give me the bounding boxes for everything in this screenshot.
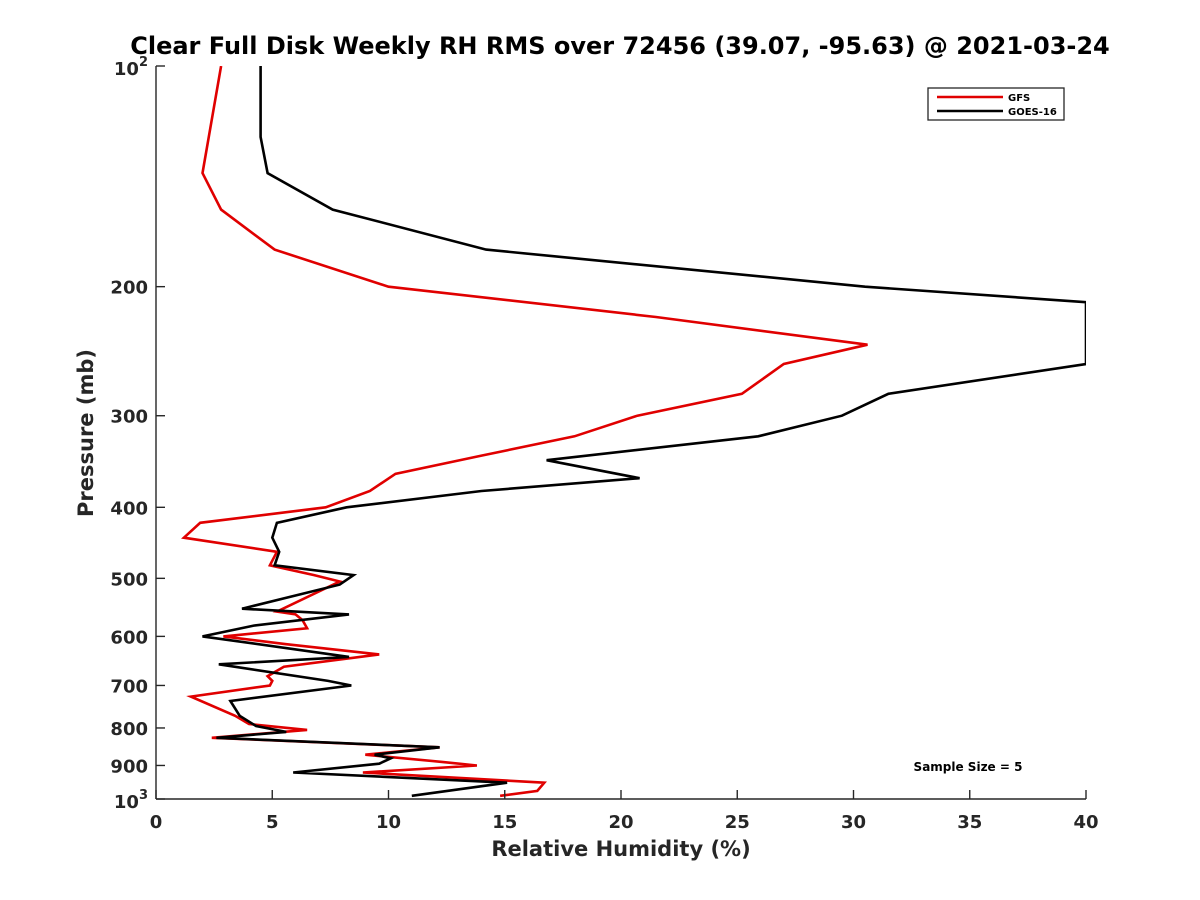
y-tick-label: 600	[110, 627, 148, 648]
y-tick-label: 700	[110, 676, 148, 697]
x-tick-label: 40	[1073, 812, 1098, 833]
x-tick-label: 30	[841, 812, 866, 833]
sample-size-annotation: Sample Size = 5	[914, 760, 1023, 774]
x-tick-label: 15	[492, 812, 517, 833]
y-tick-label: 102	[114, 55, 148, 80]
y-tick-label: 200	[110, 278, 148, 299]
x-tick-label: 25	[725, 812, 750, 833]
ticks-layer: 0 5 10 15 20 25 30 35 40 102 200 300 400 500 600 700 800…	[110, 55, 1098, 833]
legend: GFS GOES-16	[927, 87, 1065, 121]
y-tick-label: 500	[110, 569, 148, 590]
x-tick-label: 0	[150, 812, 163, 833]
y-tick-label: 800	[110, 719, 148, 740]
legend-label-gfs: GFS	[1008, 93, 1030, 104]
series-layer	[181, 66, 1086, 798]
y-tick-label: 103	[114, 788, 148, 813]
x-axis-label: Relative Humidity (%)	[491, 837, 750, 861]
x-tick-label: 5	[266, 812, 279, 833]
y-tick-label: 300	[110, 407, 148, 428]
legend-box	[927, 87, 1065, 121]
legend-label-goes16: GOES-16	[1008, 107, 1057, 118]
plot-area	[156, 66, 1086, 799]
series-line-goes16	[202, 66, 1086, 798]
chart-title: Clear Full Disk Weekly RH RMS over 72456…	[130, 32, 1110, 60]
y-tick-label: 400	[110, 498, 148, 519]
x-tick-label: 10	[376, 812, 401, 833]
x-tick-label: 20	[608, 812, 633, 833]
x-tick-label: 35	[957, 812, 982, 833]
y-tick-label: 900	[110, 756, 148, 777]
y-axis-label: Pressure (mb)	[74, 349, 98, 517]
